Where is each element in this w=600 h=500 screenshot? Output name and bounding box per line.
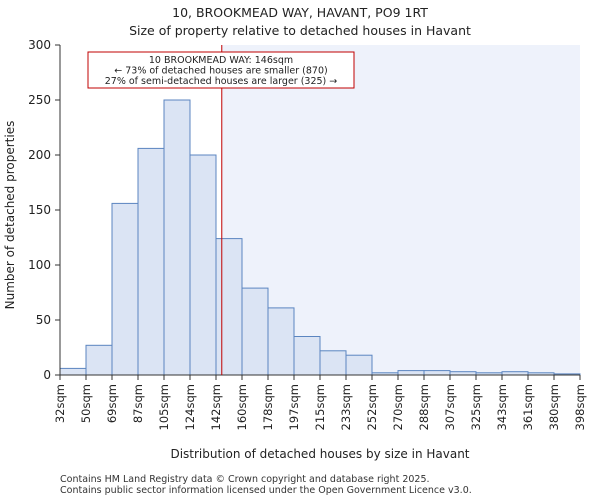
histogram-bar xyxy=(423,370,451,376)
chart-title-line1: 10, BROOKMEAD WAY, HAVANT, PO9 1RT xyxy=(172,5,428,20)
x-tick-label: 380sqm xyxy=(547,384,561,430)
y-tick-label: 0 xyxy=(43,368,51,382)
y-tick-label: 300 xyxy=(28,38,51,52)
y-tick-label: 100 xyxy=(28,258,51,272)
annotation-larger: 27% of semi-detached houses are larger (… xyxy=(105,76,338,87)
x-tick-label: 124sqm xyxy=(183,384,197,430)
x-tick-label: 87sqm xyxy=(131,384,145,423)
footer-line2: Contains public sector information licen… xyxy=(60,485,472,496)
x-tick-label: 50sqm xyxy=(79,384,93,423)
annotation-title: 10 BROOKMEAD WAY: 146sqm xyxy=(149,55,293,66)
histogram-bar xyxy=(189,154,217,376)
x-tick-label: 197sqm xyxy=(287,384,301,430)
x-tick-label: 32sqm xyxy=(53,384,67,423)
x-tick-label: 178sqm xyxy=(261,384,275,430)
x-tick-label: 361sqm xyxy=(521,384,535,430)
x-tick-label: 288sqm xyxy=(417,384,431,430)
histogram-bar xyxy=(85,344,113,376)
y-tick-label: 250 xyxy=(28,93,51,107)
x-tick-label: 398sqm xyxy=(573,384,587,430)
histogram-bar xyxy=(59,367,87,376)
x-tick-label: 215sqm xyxy=(313,384,327,430)
histogram-bar xyxy=(293,336,321,376)
histogram-chart: 10, BROOKMEAD WAY, HAVANT, PO9 1RT Size … xyxy=(3,5,587,461)
annotation-box xyxy=(87,51,355,89)
histogram-bar xyxy=(111,202,139,376)
x-tick-label: 160sqm xyxy=(235,384,249,430)
footer-line1: Contains HM Land Registry data © Crown c… xyxy=(60,474,430,485)
x-tick-label: 270sqm xyxy=(391,384,405,430)
x-tick-label: 69sqm xyxy=(105,384,119,423)
y-axis-label: Number of detached properties xyxy=(3,121,17,310)
y-tick-label: 200 xyxy=(28,148,51,162)
plot-area: 0 50 100 150 200 250 300 32sqm 50sqm 69sqm 87sqm 10… xyxy=(28,38,587,430)
x-tick-label: 252sqm xyxy=(365,384,379,430)
annotation-smaller: ← 73% of detached houses are smaller (87… xyxy=(114,66,327,77)
histogram-bar xyxy=(267,307,295,376)
x-tick-label: 142sqm xyxy=(209,384,223,430)
chart-title-line2: Size of property relative to detached ho… xyxy=(129,23,471,38)
histogram-bar xyxy=(163,99,191,376)
histogram-bar xyxy=(397,370,425,376)
x-tick-label: 325sqm xyxy=(469,384,483,430)
histogram-bar xyxy=(137,147,165,376)
x-axis-label: Distribution of detached houses by size … xyxy=(170,447,469,461)
histogram-bar xyxy=(241,287,269,376)
y-tick-label: 50 xyxy=(36,313,51,327)
x-tick-label: 233sqm xyxy=(339,384,353,430)
histogram-bar xyxy=(345,354,373,376)
x-tick-label: 105sqm xyxy=(157,384,171,430)
histogram-bar xyxy=(215,238,243,376)
x-tick-label: 307sqm xyxy=(443,384,457,430)
x-tick-label: 343sqm xyxy=(495,384,509,430)
histogram-bar xyxy=(319,350,347,376)
y-tick-label: 150 xyxy=(28,203,51,217)
